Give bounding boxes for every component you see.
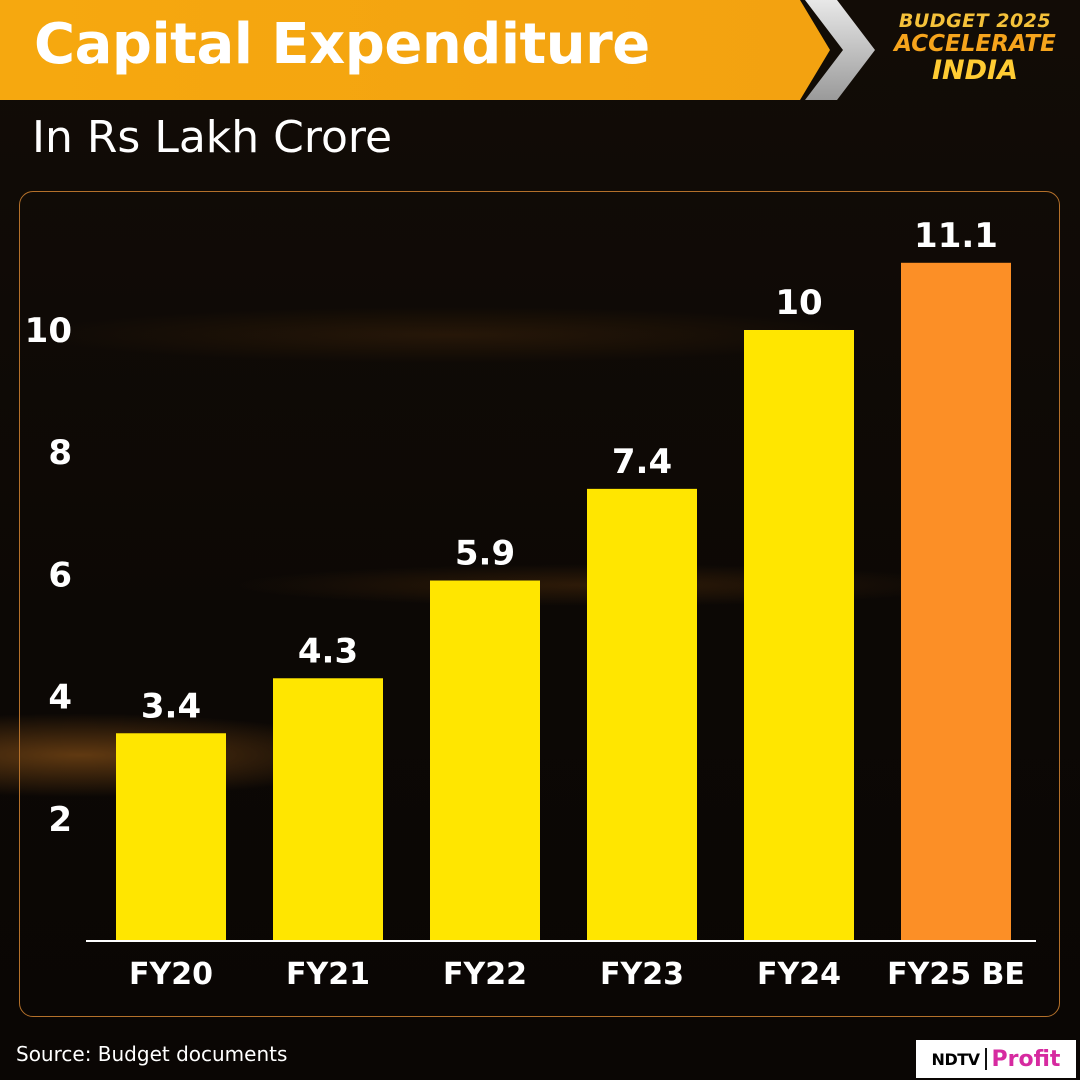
logo-line-3: INDIA	[932, 55, 1018, 86]
bar-fy21	[273, 678, 383, 941]
y-tick-label: 4	[48, 678, 72, 718]
x-category-label: FY21	[286, 957, 370, 992]
y-tick-label: 8	[48, 433, 72, 473]
x-category-label: FY24	[757, 957, 841, 992]
chart-panel	[19, 191, 1060, 1017]
bar-value-label: 4.3	[298, 631, 358, 671]
bar-fy23	[587, 488, 697, 941]
x-category-label: FY20	[129, 957, 213, 992]
logo-line-1: BUDGET 2025	[898, 10, 1052, 32]
bar-value-label: 3.4	[141, 686, 201, 726]
logo-line-2: ACCELERATE	[894, 31, 1056, 57]
budget-logo: BUDGET 2025 ACCELERATE INDIA	[880, 10, 1070, 86]
y-tick-label: 2	[48, 800, 72, 840]
page-subtitle: In Rs Lakh Crore	[32, 112, 393, 163]
title-banner	[0, 0, 830, 100]
ndtv-profit-logo: NDTV Profit	[916, 1040, 1076, 1078]
source-note: Source: Budget documents	[16, 1042, 288, 1066]
y-tick-label: 10	[25, 311, 72, 351]
bar-value-label: 5.9	[455, 534, 515, 574]
brand-ndtv: NDTV	[931, 1049, 980, 1069]
x-category-label: FY22	[443, 957, 527, 992]
brand-profit: Profit	[991, 1046, 1061, 1072]
bar-value-label: 10	[775, 283, 822, 323]
x-category-label: FY25 BE	[887, 957, 1025, 992]
bar-value-label: 11.1	[914, 216, 998, 256]
bar-fy22	[430, 580, 540, 941]
page-title: Capital Expenditure	[34, 12, 650, 77]
bar-fy25-be	[901, 262, 1011, 941]
brand-divider	[984, 1048, 987, 1070]
bar-fy24	[744, 330, 854, 941]
x-category-label: FY23	[600, 957, 684, 992]
bar-value-label: 7.4	[612, 442, 672, 482]
y-tick-label: 6	[48, 555, 72, 595]
bar-fy20	[116, 733, 226, 941]
